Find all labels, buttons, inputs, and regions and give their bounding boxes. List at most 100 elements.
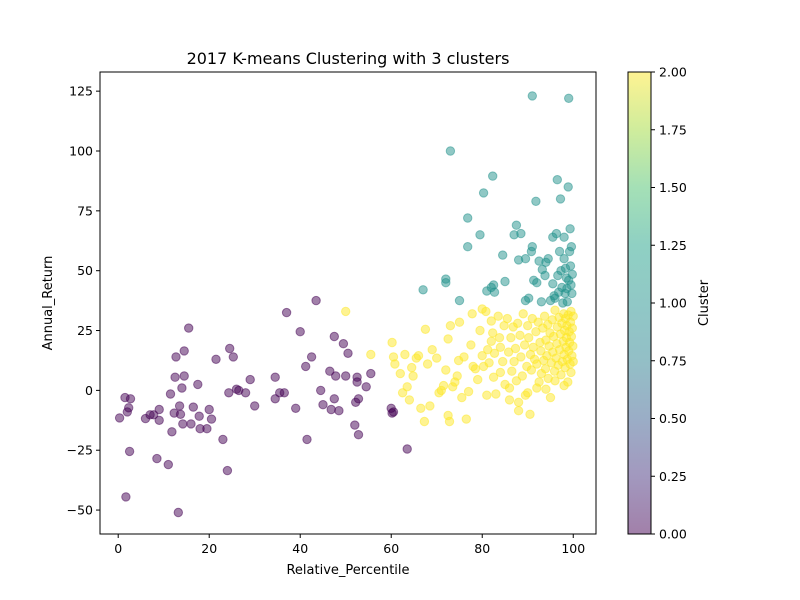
data-point-cluster-0 (222, 465, 233, 476)
data-point-cluster-1 (565, 261, 576, 271)
data-point-cluster-0 (352, 377, 362, 387)
data-point-cluster-2 (528, 342, 538, 352)
data-point-cluster-2 (513, 397, 524, 407)
data-point-cluster-2 (402, 382, 412, 392)
data-point-cluster-1 (551, 228, 562, 239)
data-point-cluster-2 (519, 340, 530, 350)
data-point-cluster-2 (463, 386, 474, 397)
data-point-cluster-1 (567, 269, 577, 279)
data-point-cluster-1 (555, 194, 566, 204)
data-point-cluster-0 (178, 419, 188, 429)
data-point-cluster-0 (366, 368, 376, 379)
data-point-cluster-2 (495, 342, 506, 352)
data-point-cluster-0 (193, 379, 203, 390)
data-point-cluster-1 (511, 220, 522, 230)
colorbar-tick-label: 0.00 (659, 527, 687, 542)
data-point-cluster-1 (531, 196, 541, 207)
data-point-cluster-1 (516, 228, 526, 239)
data-point-cluster-2 (502, 313, 512, 324)
data-point-cluster-0 (295, 327, 305, 337)
data-point-cluster-2 (550, 305, 560, 315)
data-point-cluster-2 (566, 306, 576, 317)
data-point-cluster-2 (568, 341, 578, 351)
data-point-cluster-0 (329, 394, 339, 404)
data-point-cluster-1 (562, 297, 572, 307)
data-point-cluster-2 (467, 309, 477, 319)
data-point-cluster-2 (420, 324, 431, 334)
data-point-cluster-2 (432, 353, 442, 363)
data-point-cluster-2 (516, 352, 526, 362)
data-point-cluster-2 (532, 383, 542, 393)
data-point-cluster-2 (504, 383, 515, 393)
data-point-cluster-0 (326, 404, 336, 415)
data-point-cluster-0 (301, 361, 311, 372)
data-point-cluster-2 (461, 414, 471, 424)
data-point-cluster-0 (154, 404, 164, 415)
data-point-cluster-0 (124, 403, 134, 413)
y-tick-label: −25 (67, 443, 93, 458)
data-point-cluster-0 (154, 415, 164, 425)
data-point-cluster-2 (407, 362, 417, 373)
data-point-cluster-2 (524, 333, 534, 343)
data-point-cluster-2 (550, 376, 560, 386)
x-tick-label: 20 (201, 541, 217, 556)
data-point-cluster-1 (463, 213, 473, 223)
data-point-cluster-1 (445, 146, 456, 156)
data-point-cluster-0 (302, 434, 312, 445)
data-point-cluster-0 (350, 420, 360, 430)
data-point-cluster-2 (495, 367, 506, 378)
data-point-cluster-0 (402, 444, 412, 454)
data-point-cluster-0 (225, 343, 235, 354)
data-point-cluster-2 (568, 356, 578, 367)
colorbar-ticks: 0.00 0.25 0.50 0.75 1.00 1.25 1.50 1.75 2.00 (651, 65, 687, 542)
colorbar-tick-label: 1.75 (659, 122, 687, 137)
data-point-cluster-2 (482, 390, 492, 400)
data-point-cluster-2 (545, 392, 556, 403)
data-point-cluster-2 (513, 318, 523, 328)
data-point-cluster-2 (484, 358, 494, 368)
data-point-cluster-2 (395, 368, 405, 379)
data-point-cluster-0 (361, 382, 371, 392)
data-point-cluster-0 (318, 400, 328, 410)
data-point-cluster-2 (539, 311, 550, 321)
data-point-cluster-1 (524, 293, 534, 303)
data-point-cluster-0 (206, 414, 217, 424)
data-point-cluster-0 (125, 394, 136, 404)
data-point-cluster-2 (443, 334, 453, 344)
data-point-cluster-0 (329, 331, 339, 342)
y-tick-label: −50 (67, 503, 93, 518)
data-point-cluster-0 (240, 388, 251, 398)
data-point-cluster-2 (489, 348, 500, 358)
data-point-cluster-0 (175, 409, 186, 419)
data-point-cluster-0 (211, 354, 221, 364)
data-point-cluster-2 (566, 367, 576, 378)
data-point-cluster-2 (473, 374, 483, 385)
data-point-cluster-1 (527, 91, 537, 101)
data-point-cluster-2 (498, 356, 508, 367)
data-point-cluster-2 (540, 364, 551, 374)
data-point-cluster-2 (419, 416, 430, 427)
data-point-cluster-2 (438, 380, 449, 391)
x-tick-label: 0 (114, 541, 122, 556)
colorbar (628, 72, 651, 534)
data-point-cluster-0 (194, 411, 204, 421)
data-point-cluster-2 (425, 401, 435, 411)
data-point-cluster-2 (454, 317, 465, 327)
data-point-cluster-1 (488, 171, 498, 181)
data-point-cluster-2 (507, 366, 517, 376)
data-point-cluster-0 (353, 394, 364, 404)
data-point-cluster-2 (515, 330, 525, 340)
colorbar-tick-label: 2.00 (659, 65, 687, 80)
colorbar-tick-label: 1.00 (659, 296, 687, 311)
data-point-cluster-2 (506, 333, 516, 343)
data-point-cluster-0 (173, 507, 184, 518)
data-point-cluster-1 (566, 242, 577, 252)
data-point-cluster-0 (250, 401, 260, 411)
data-point-cluster-0 (188, 402, 199, 412)
data-point-cluster-2 (491, 389, 501, 399)
data-point-cluster-0 (343, 348, 353, 358)
data-point-cluster-0 (184, 323, 194, 333)
data-point-cluster-2 (366, 349, 376, 360)
data-point-cluster-1 (548, 279, 558, 289)
data-point-cluster-2 (400, 349, 410, 360)
